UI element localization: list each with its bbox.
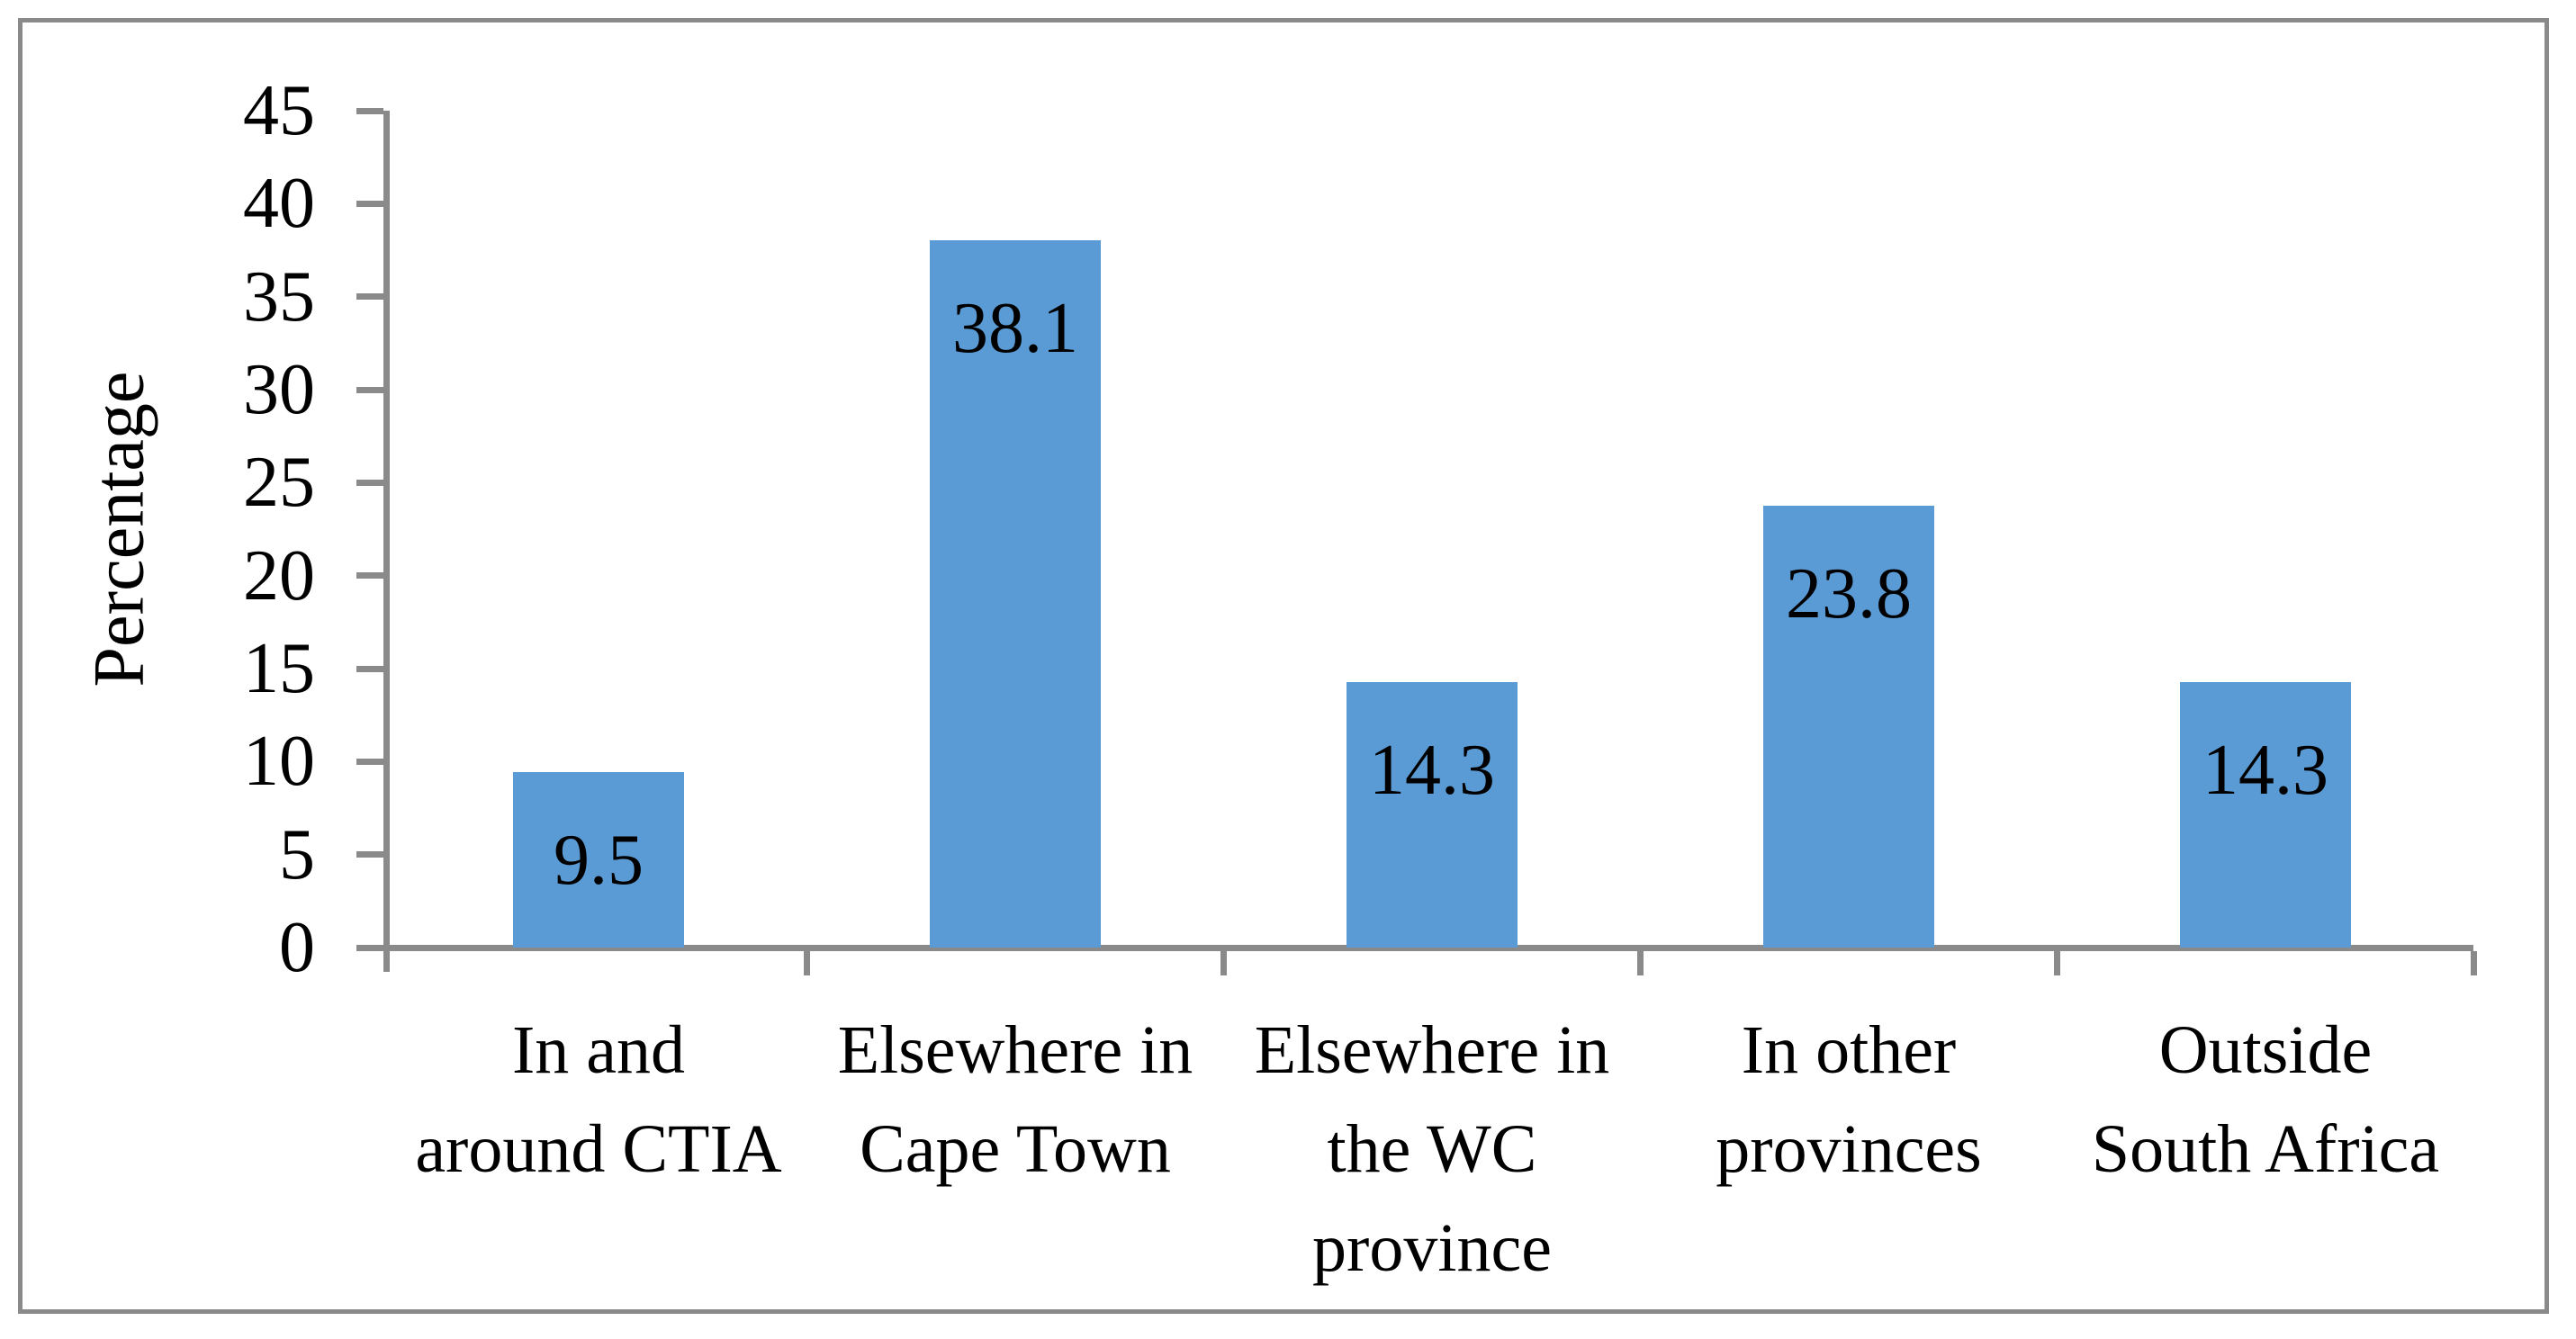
bar-3: 14.3 xyxy=(1347,682,1518,948)
bar-value-label: 14.3 xyxy=(2202,731,2328,810)
y-tick-label: 30 xyxy=(243,350,315,429)
y-tick-mark xyxy=(356,108,383,114)
x-tick-mark xyxy=(804,951,810,975)
y-axis-line xyxy=(383,111,390,972)
x-category-label: In other provinces xyxy=(1716,1012,1982,1187)
x-tick-mark xyxy=(1220,951,1227,975)
y-tick-mark xyxy=(356,387,383,393)
y-tick-label: 40 xyxy=(243,164,315,243)
y-tick-label: 5 xyxy=(279,815,315,894)
x-category-label: Elsewhere in the WC province xyxy=(1254,1012,1610,1286)
x-tick-mark xyxy=(2054,951,2060,975)
bar-4: 23.8 xyxy=(1763,506,1934,948)
y-tick-mark xyxy=(356,945,383,951)
bar-value-label: 23.8 xyxy=(1786,554,1912,634)
y-tick-mark xyxy=(356,851,383,858)
x-axis-line xyxy=(383,945,2473,951)
bar-value-label: 38.1 xyxy=(952,289,1078,368)
bar-1: 9.5 xyxy=(513,772,684,948)
y-tick-label: 45 xyxy=(243,71,315,150)
bar-2: 38.1 xyxy=(930,240,1101,948)
y-tick-label: 25 xyxy=(243,443,315,522)
y-tick-label: 20 xyxy=(243,536,315,616)
bar-value-label: 14.3 xyxy=(1369,731,1495,810)
x-category-label: Elsewhere in Cape Town xyxy=(837,1012,1193,1187)
y-tick-mark xyxy=(356,293,383,300)
x-tick-mark xyxy=(1637,951,1644,975)
y-tick-label: 15 xyxy=(243,629,315,708)
y-tick-mark xyxy=(356,480,383,486)
x-category-label: Outside South Africa xyxy=(2091,1012,2440,1187)
y-tick-mark xyxy=(356,666,383,672)
y-tick-mark xyxy=(356,201,383,207)
bar-value-label: 9.5 xyxy=(554,821,644,900)
y-tick-label: 0 xyxy=(279,908,315,987)
bar-5: 14.3 xyxy=(2180,682,2351,948)
x-category-label: In and around CTIA xyxy=(415,1012,782,1187)
y-tick-mark xyxy=(356,572,383,579)
y-tick-label: 10 xyxy=(243,722,315,801)
chart-outer-border xyxy=(18,18,2549,1314)
y-tick-mark xyxy=(356,759,383,765)
x-tick-mark xyxy=(2471,951,2477,975)
y-tick-label: 35 xyxy=(243,257,315,337)
